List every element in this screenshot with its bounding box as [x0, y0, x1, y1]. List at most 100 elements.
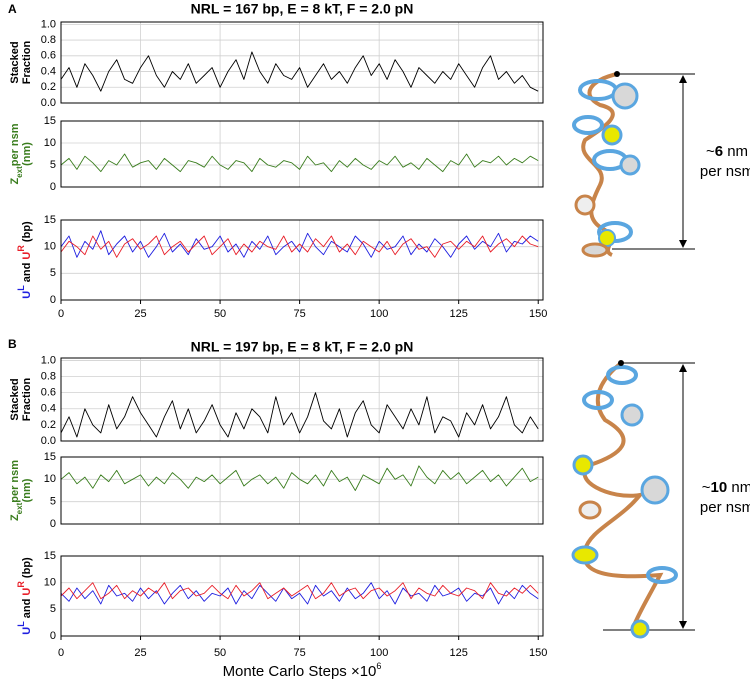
plot-frame — [60, 357, 544, 442]
annotation-part: 6 — [715, 143, 723, 160]
y-tick-label: 0.6 — [41, 50, 56, 62]
y-tick-label: 0 — [50, 518, 56, 530]
label-part: Z — [9, 178, 21, 185]
nucleosome-fiber-a — [572, 71, 695, 258]
series-line — [60, 582, 539, 605]
y-tick-label: 10 — [44, 473, 56, 485]
y-tick-label: 1.0 — [41, 354, 56, 366]
y-tick-label: 15 — [44, 115, 56, 127]
x-tick-label: 150 — [529, 308, 547, 320]
x-tick-label: 0 — [58, 647, 64, 659]
series-line — [60, 465, 539, 491]
y-tick-label: 5 — [50, 159, 56, 171]
y-tick-label: 5 — [50, 267, 56, 279]
annotation: ~10 nm — [702, 479, 750, 496]
x-tick-label: 25 — [134, 308, 146, 320]
y-tick-label: 15 — [44, 550, 56, 562]
annotation-part: ~ — [706, 143, 715, 160]
y-label-line: UL and UR (bp) — [16, 557, 33, 635]
x-tick-label: 125 — [450, 308, 468, 320]
plot-area — [61, 121, 543, 187]
y-tick-label: 0 — [50, 181, 56, 193]
plot-frame — [60, 120, 544, 188]
x-axis-label: Monte Carlo Steps ×106 — [223, 661, 382, 680]
y-tick-label: 10 — [44, 137, 56, 149]
y-tick-label: 0 — [50, 630, 56, 642]
y-label-line: Fraction — [21, 41, 33, 85]
y-tick-label: 10 — [44, 577, 56, 589]
x-tick-label: 0 — [58, 308, 64, 320]
label-part: per nsm — [9, 123, 21, 166]
nucleosome-fiber-b — [571, 360, 695, 639]
y-tick-label: 0.2 — [41, 81, 56, 93]
y-tick-label: 15 — [44, 214, 56, 226]
annotation: per nsm — [700, 499, 750, 516]
label-part: and — [21, 596, 33, 622]
plot-frame — [60, 555, 544, 637]
y-tick-label: 0.8 — [41, 34, 56, 46]
y-label-line: Zextper nsm — [9, 460, 24, 521]
chart-title: NRL = 167 bp, E = 8 kT, F = 2.0 pN — [191, 1, 414, 17]
y-tick-label: 0.8 — [41, 370, 56, 382]
y-label-line: (nm) — [21, 478, 33, 502]
x-tick-label: 25 — [134, 647, 146, 659]
series-line — [60, 230, 539, 258]
y-axis-label: UL and UR (bp) — [16, 221, 33, 299]
annotation-part: 10 — [711, 479, 728, 496]
y-axis-label: Stacked Fraction — [9, 41, 33, 85]
y-tick-label: 0.4 — [41, 403, 56, 415]
x-tick-label: 50 — [214, 308, 226, 320]
annotation-part: nm — [723, 143, 748, 160]
x-tick-label: 75 — [293, 308, 305, 320]
x-tick-label: 100 — [370, 647, 388, 659]
y-tick-label: 15 — [44, 451, 56, 463]
y-axis-label: Stacked Fraction — [9, 378, 33, 422]
annotation: ~6 nm — [706, 143, 748, 160]
plot-frame — [60, 219, 544, 301]
series-line — [60, 51, 539, 92]
chart-title: NRL = 197 bp, E = 8 kT, F = 2.0 pN — [191, 339, 414, 355]
y-tick-label: 0.0 — [41, 435, 56, 447]
label-part: Monte Carlo Steps ×10 — [223, 663, 377, 680]
x-tick-label: 75 — [293, 647, 305, 659]
y-tick-label: 0.0 — [41, 97, 56, 109]
y-axis-label: Zextper nsm (nm) — [9, 123, 33, 184]
label-part: (bp) — [21, 557, 33, 581]
label-part: U — [21, 291, 33, 299]
label-part: Z — [9, 514, 21, 521]
y-tick-label: 10 — [44, 241, 56, 253]
y-label-line: Fraction — [21, 378, 33, 422]
plot-area — [61, 457, 543, 524]
y-tick-label: 0 — [50, 294, 56, 306]
y-label-line: (nm) — [21, 142, 33, 166]
x-tick-label: 125 — [450, 647, 468, 659]
y-axis-label: UL and UR (bp) — [16, 557, 33, 635]
label-part: R — [16, 245, 26, 252]
label-part: 6 — [376, 661, 381, 671]
series-line — [60, 392, 539, 438]
label-part: and — [21, 260, 33, 286]
annotation-part: nm — [727, 479, 750, 496]
label-part: (nm) — [21, 142, 33, 166]
label-part: U — [21, 252, 33, 260]
y-label-line: Stacked — [9, 378, 21, 420]
label-part: Stacked — [9, 378, 21, 420]
label-part: ext — [15, 166, 24, 178]
label-part: Fraction — [21, 378, 33, 422]
plot-area — [61, 220, 543, 300]
y-label-line: Zextper nsm — [9, 123, 24, 184]
y-tick-label: 0.2 — [41, 419, 56, 431]
label-part: (bp) — [21, 221, 33, 245]
label-part: Fraction — [21, 41, 33, 85]
panel-label: B — [8, 337, 17, 351]
plot-frame — [60, 21, 544, 104]
y-label-line: UL and UR (bp) — [16, 221, 33, 299]
plot-area — [61, 22, 543, 103]
series-line — [60, 235, 539, 258]
x-tick-label: 150 — [529, 647, 547, 659]
y-tick-label: 0.6 — [41, 387, 56, 399]
y-axis-label: Zextper nsm (nm) — [9, 460, 33, 521]
label-part: L — [16, 621, 26, 627]
label-part: Stacked — [9, 41, 21, 83]
